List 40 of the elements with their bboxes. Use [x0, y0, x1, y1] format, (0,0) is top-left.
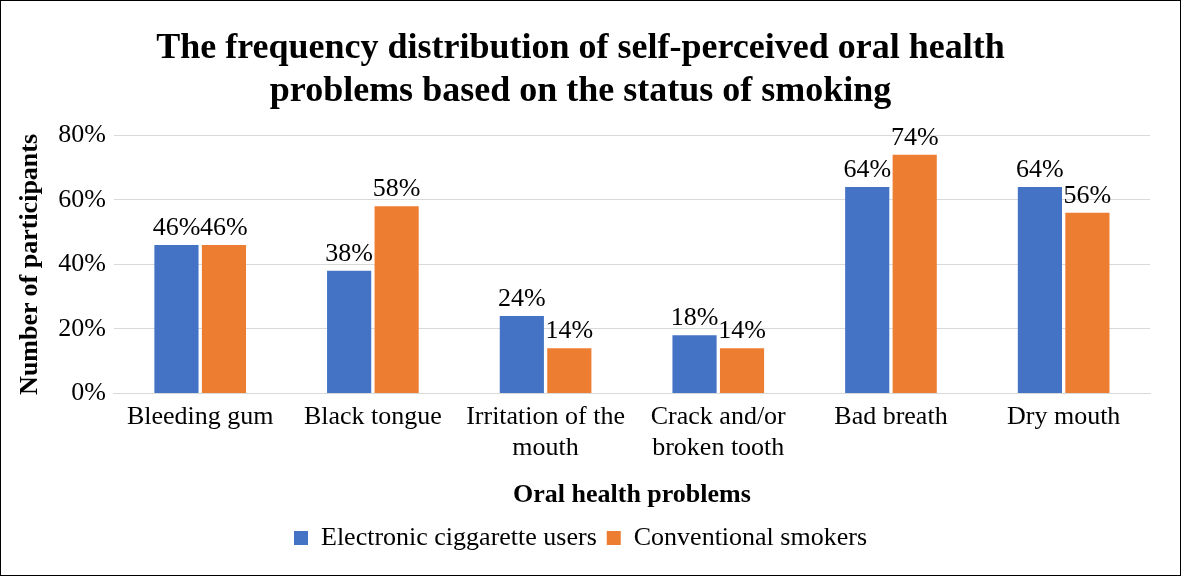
- bar: [499, 316, 544, 393]
- bar: [892, 154, 937, 393]
- x-tick-label: Black tongue: [303, 400, 442, 430]
- data-label: 24%: [498, 282, 546, 312]
- x-tick-label: Bad breath: [834, 400, 948, 430]
- data-label: 14%: [545, 315, 594, 345]
- legend-label: Electronic ciggarette users: [321, 521, 597, 551]
- bar: [1065, 212, 1110, 393]
- x-tick-label: Irritation of the mouth: [466, 400, 626, 462]
- bar: [547, 348, 592, 393]
- bar: [719, 348, 765, 393]
- data-label: 46%: [152, 211, 201, 241]
- bar: [845, 187, 890, 393]
- data-label: 58%: [372, 173, 421, 203]
- x-axis-title: Oral health problems: [513, 479, 751, 509]
- y-axis-title: Number of participants: [14, 133, 44, 395]
- y-tick-label: 20%: [58, 312, 106, 342]
- bar: [327, 270, 372, 393]
- legend-label: Conventional smokers: [633, 521, 868, 551]
- y-tick-label: 60%: [58, 183, 106, 213]
- y-tick-label: 80%: [58, 119, 106, 149]
- bar: [374, 206, 419, 393]
- data-label: 18%: [670, 302, 719, 332]
- x-tick-label: Dry mouth: [1006, 400, 1121, 430]
- data-label: 74%: [890, 121, 939, 151]
- bar: [1017, 187, 1062, 393]
- bar: [672, 335, 717, 393]
- x-tick-label: Crack and/or broken tooth: [650, 400, 787, 462]
- data-label: 64%: [1016, 153, 1064, 183]
- data-label: 38%: [325, 237, 373, 267]
- bar: [201, 245, 247, 393]
- data-label: 56%: [1063, 179, 1112, 209]
- bar: [154, 245, 199, 393]
- y-tick-label: 40%: [58, 248, 106, 278]
- y-tick-label: 0%: [71, 377, 106, 407]
- chart-title: The frequency distribution of self-perceived oral health problems based on the status of smoking: [156, 25, 1005, 110]
- data-label: 46%: [200, 211, 248, 241]
- data-label: 64%: [843, 153, 892, 183]
- x-tick-label: Bleeding gum: [126, 400, 274, 430]
- data-label: 14%: [718, 315, 766, 345]
